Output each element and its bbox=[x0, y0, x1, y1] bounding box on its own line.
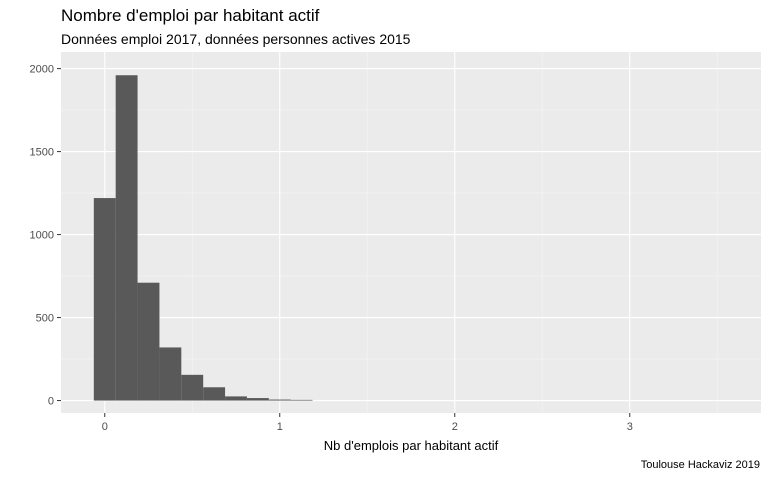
histogram-bar bbox=[93, 198, 116, 401]
y-tick-label: 1500 bbox=[30, 147, 54, 159]
histogram-bar bbox=[159, 347, 182, 401]
y-tick-label: 500 bbox=[36, 313, 54, 325]
histogram-bar bbox=[268, 399, 291, 401]
histogram-bar bbox=[181, 374, 204, 401]
major-grid bbox=[61, 52, 761, 413]
histogram-bar bbox=[115, 75, 138, 401]
y-tick-label: 2000 bbox=[30, 64, 54, 76]
chart-title: Nombre d'emploi par habitant actif bbox=[61, 6, 320, 25]
chart-caption: Toulouse Hackaviz 2019 bbox=[640, 459, 760, 471]
x-tick-label: 2 bbox=[452, 421, 458, 433]
y-tick-label: 0 bbox=[48, 396, 54, 408]
x-tick-label: 3 bbox=[627, 421, 633, 433]
histogram-bar bbox=[203, 387, 226, 401]
histogram-bar bbox=[246, 398, 269, 401]
y-axis: 0 500 1000 1500 2000 bbox=[30, 64, 61, 408]
bars bbox=[93, 75, 313, 401]
histogram-bar bbox=[225, 396, 247, 401]
x-axis: 0 1 2 3 bbox=[102, 413, 633, 433]
x-tick-label: 1 bbox=[277, 421, 283, 433]
minor-grid bbox=[61, 52, 761, 413]
y-tick-label: 1000 bbox=[30, 230, 54, 242]
histogram-bar bbox=[290, 399, 313, 401]
histogram-bar bbox=[137, 282, 160, 401]
x-tick-label: 0 bbox=[102, 421, 108, 433]
chart-subtitle: Données emploi 2017, données personnes a… bbox=[61, 31, 411, 47]
x-axis-label: Nb d'emplois par habitant actif bbox=[324, 438, 499, 453]
